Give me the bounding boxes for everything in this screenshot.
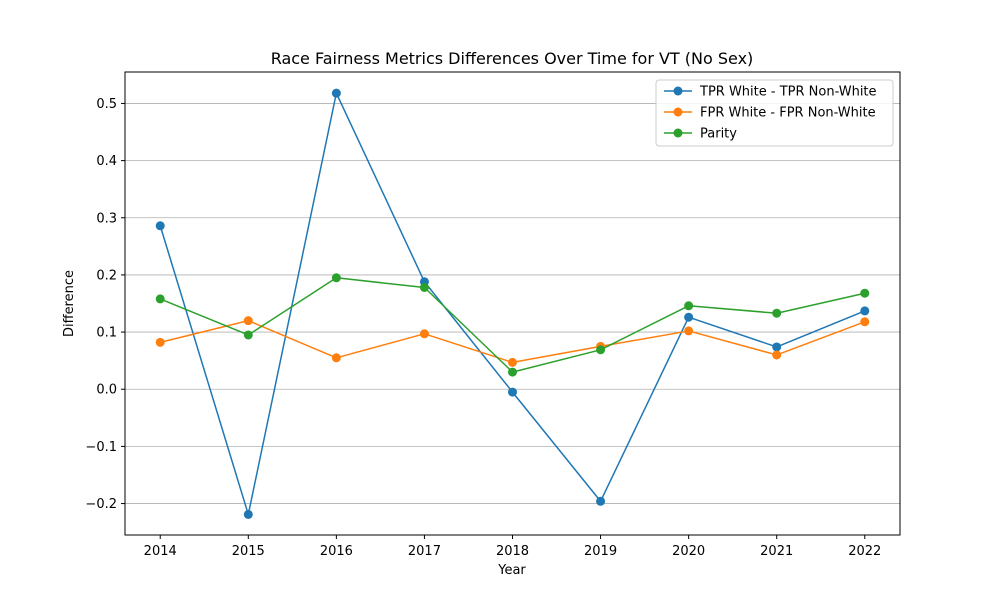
x-tick-label: 2015 bbox=[232, 544, 265, 559]
data-point bbox=[243, 316, 253, 326]
legend-item: Parity bbox=[664, 127, 737, 142]
data-point bbox=[772, 308, 782, 318]
series-3 bbox=[155, 273, 870, 377]
chart-title: Race Fairness Metrics Differences Over T… bbox=[271, 49, 754, 68]
series-layer bbox=[155, 88, 870, 519]
y-tick-label: 0.5 bbox=[96, 97, 117, 112]
data-point bbox=[596, 345, 606, 355]
legend-box bbox=[655, 79, 894, 147]
x-tick-label: 2020 bbox=[672, 544, 705, 559]
data-point bbox=[155, 337, 165, 347]
data-point bbox=[508, 367, 517, 377]
data-point bbox=[684, 301, 694, 311]
legend-label: TPR White - TPR Non-White bbox=[699, 85, 877, 100]
y-axis: −0.2 −0.1 0.0 0.1 0.2 0.3 0.4 0.5 bbox=[85, 97, 125, 512]
series-1 bbox=[155, 88, 870, 519]
legend: TPR White - TPR Non-White FPR White - FPR… bbox=[655, 79, 894, 147]
data-point bbox=[772, 350, 782, 360]
y-tick-label: 0.0 bbox=[96, 383, 117, 398]
legend-marker bbox=[673, 86, 683, 96]
y-tick-label: 0.4 bbox=[96, 154, 117, 169]
data-point bbox=[243, 330, 253, 340]
data-point bbox=[331, 88, 341, 98]
legend-item: FPR White - FPR Non-White bbox=[664, 106, 876, 121]
data-point bbox=[596, 496, 606, 506]
legend-item: TPR White - TPR Non-White bbox=[664, 85, 877, 100]
data-point bbox=[684, 312, 694, 322]
data-point bbox=[860, 317, 870, 327]
legend-label: FPR White - FPR Non-White bbox=[700, 106, 876, 121]
data-point bbox=[419, 329, 429, 339]
y-tick-label: 0.3 bbox=[96, 211, 117, 226]
x-tick-label: 2021 bbox=[760, 544, 793, 559]
data-point bbox=[243, 509, 253, 519]
y-tick-label: 0.2 bbox=[96, 268, 117, 283]
data-point bbox=[155, 221, 165, 231]
legend-marker bbox=[673, 128, 683, 138]
y-axis-label: Difference bbox=[62, 270, 77, 337]
data-point bbox=[772, 342, 782, 352]
y-tick-label: 0.1 bbox=[96, 326, 117, 341]
data-point bbox=[860, 288, 870, 298]
series-2 bbox=[155, 316, 870, 367]
x-tick-label: 2022 bbox=[848, 544, 881, 559]
data-point bbox=[684, 326, 694, 336]
data-point bbox=[508, 357, 517, 367]
x-tick-label: 2019 bbox=[584, 544, 617, 559]
data-point bbox=[508, 387, 517, 397]
y-tick-label: −0.2 bbox=[85, 497, 117, 512]
x-axis-label: Year bbox=[497, 563, 526, 578]
data-point bbox=[155, 294, 165, 304]
x-tick-label: 2017 bbox=[408, 544, 441, 559]
x-tick-label: 2018 bbox=[496, 544, 529, 559]
grid-lines bbox=[125, 103, 900, 504]
data-point bbox=[419, 282, 429, 292]
legend-marker bbox=[673, 107, 683, 117]
legend-label: Parity bbox=[700, 127, 737, 142]
x-tick-label: 2014 bbox=[144, 544, 177, 559]
x-axis: 2014 2015 2016 2017 2018 2019 2020 2021 2022 bbox=[144, 535, 881, 559]
data-point bbox=[331, 353, 341, 363]
series-line bbox=[159, 92, 866, 516]
data-point bbox=[331, 273, 341, 283]
y-tick-label: −0.1 bbox=[85, 440, 117, 455]
x-tick-label: 2016 bbox=[320, 544, 353, 559]
data-point bbox=[860, 306, 870, 316]
